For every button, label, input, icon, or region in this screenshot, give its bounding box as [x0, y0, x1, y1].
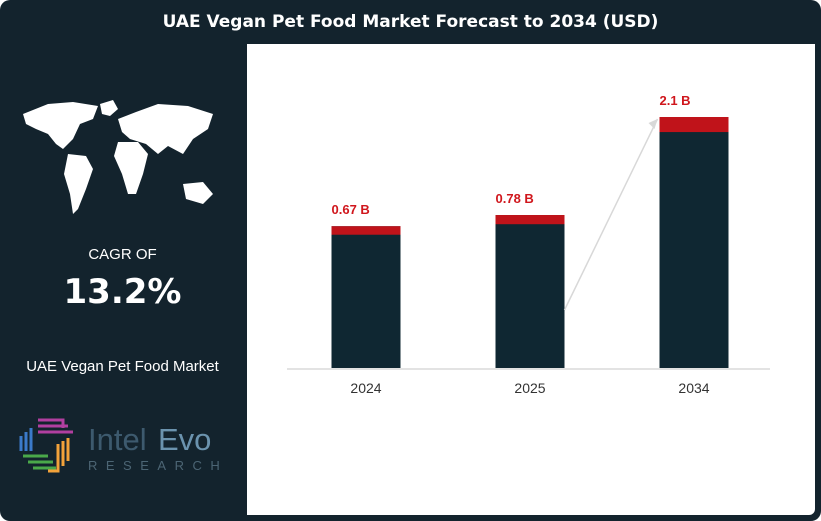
left-panel: CAGR OF 13.2% UAE Vegan Pet Food Market …: [0, 44, 245, 521]
bar-2024: [331, 226, 401, 368]
bar-cap-2034: [659, 117, 729, 133]
intelevo-logo: Intel Evo RESEARCH: [19, 418, 228, 473]
data-label-2024: 0.67 B: [332, 202, 370, 217]
growth-arrow-head-icon: [648, 119, 658, 129]
x-tick-label-2025: 2025: [514, 380, 545, 396]
world-map-icon: [23, 100, 213, 214]
market-name: UAE Vegan Pet Food Market: [26, 358, 219, 375]
bar-2034: [659, 117, 729, 368]
growth-arrow: [563, 118, 659, 311]
x-tick-label-2034: 2034: [678, 380, 709, 396]
data-label-2034: 2.1 B: [660, 93, 691, 108]
logo-intel: Intel: [88, 422, 147, 457]
cagr-label: CAGR OF: [88, 246, 157, 263]
chart-title: UAE Vegan Pet Food Market Forecast to 20…: [162, 12, 659, 32]
logo-evo: Evo: [158, 422, 211, 457]
cagr-value: 13.2%: [63, 272, 182, 312]
logo-tagline: RESEARCH: [88, 458, 228, 473]
bar-2025: [495, 215, 565, 368]
x-tick-label-2024: 2024: [350, 380, 381, 396]
data-label-2025: 0.78 B: [496, 191, 534, 206]
chart-area: 0.67 B 2024 0.78 B 2025 2.1 B 2034: [247, 44, 815, 515]
bar-cap-2024: [331, 226, 401, 235]
bar-chart: 0.67 B 2024 0.78 B 2025 2.1 B 2034: [287, 93, 770, 396]
bar-cap-2025: [495, 215, 565, 225]
